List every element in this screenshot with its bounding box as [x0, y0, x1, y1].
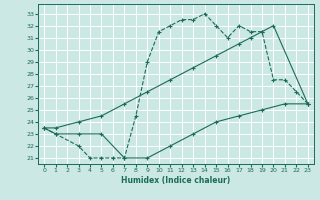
X-axis label: Humidex (Indice chaleur): Humidex (Indice chaleur) [121, 176, 231, 185]
